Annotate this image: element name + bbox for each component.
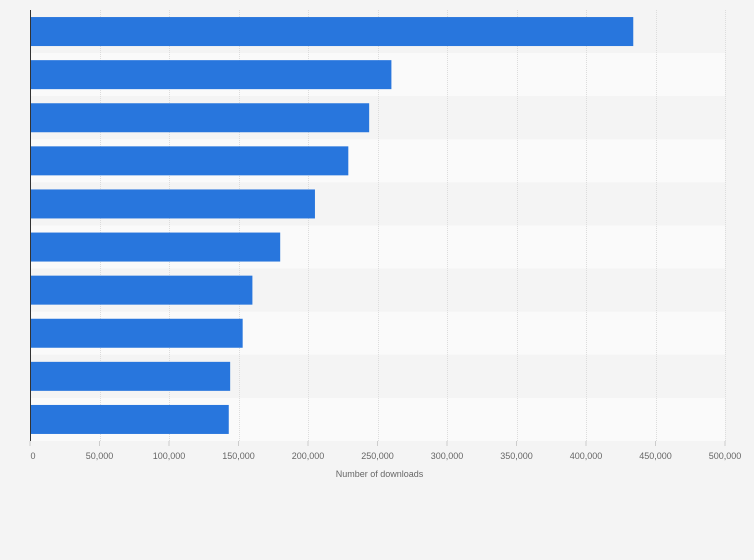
x-tick-label: 400,000 [570,451,603,461]
bar [30,103,370,133]
x-tick-label: 0 [30,451,35,461]
x-tick-label: 200,000 [292,451,325,461]
bar [30,404,229,434]
bar [30,60,392,90]
bar [30,232,281,262]
x-tick-label: 300,000 [431,451,464,461]
bar [30,318,243,348]
x-tick-labels: 0 50,000 100,000 150,000 200,000 250,000 300,0… [29,441,742,461]
bars [30,17,634,434]
bar [30,275,253,305]
bar [30,189,315,219]
x-tick-label: 150,000 [222,451,255,461]
bar [30,17,634,47]
x-axis-title: Number of downloads [336,469,424,479]
bar [30,146,349,176]
bar [30,361,231,391]
x-tick-label: 500,000 [709,451,742,461]
x-tick-label: 100,000 [153,451,186,461]
x-tick-label: 250,000 [361,451,394,461]
x-tick-label: 50,000 [86,451,114,461]
x-tick-label: 350,000 [500,451,533,461]
x-tick-label: 450,000 [639,451,672,461]
